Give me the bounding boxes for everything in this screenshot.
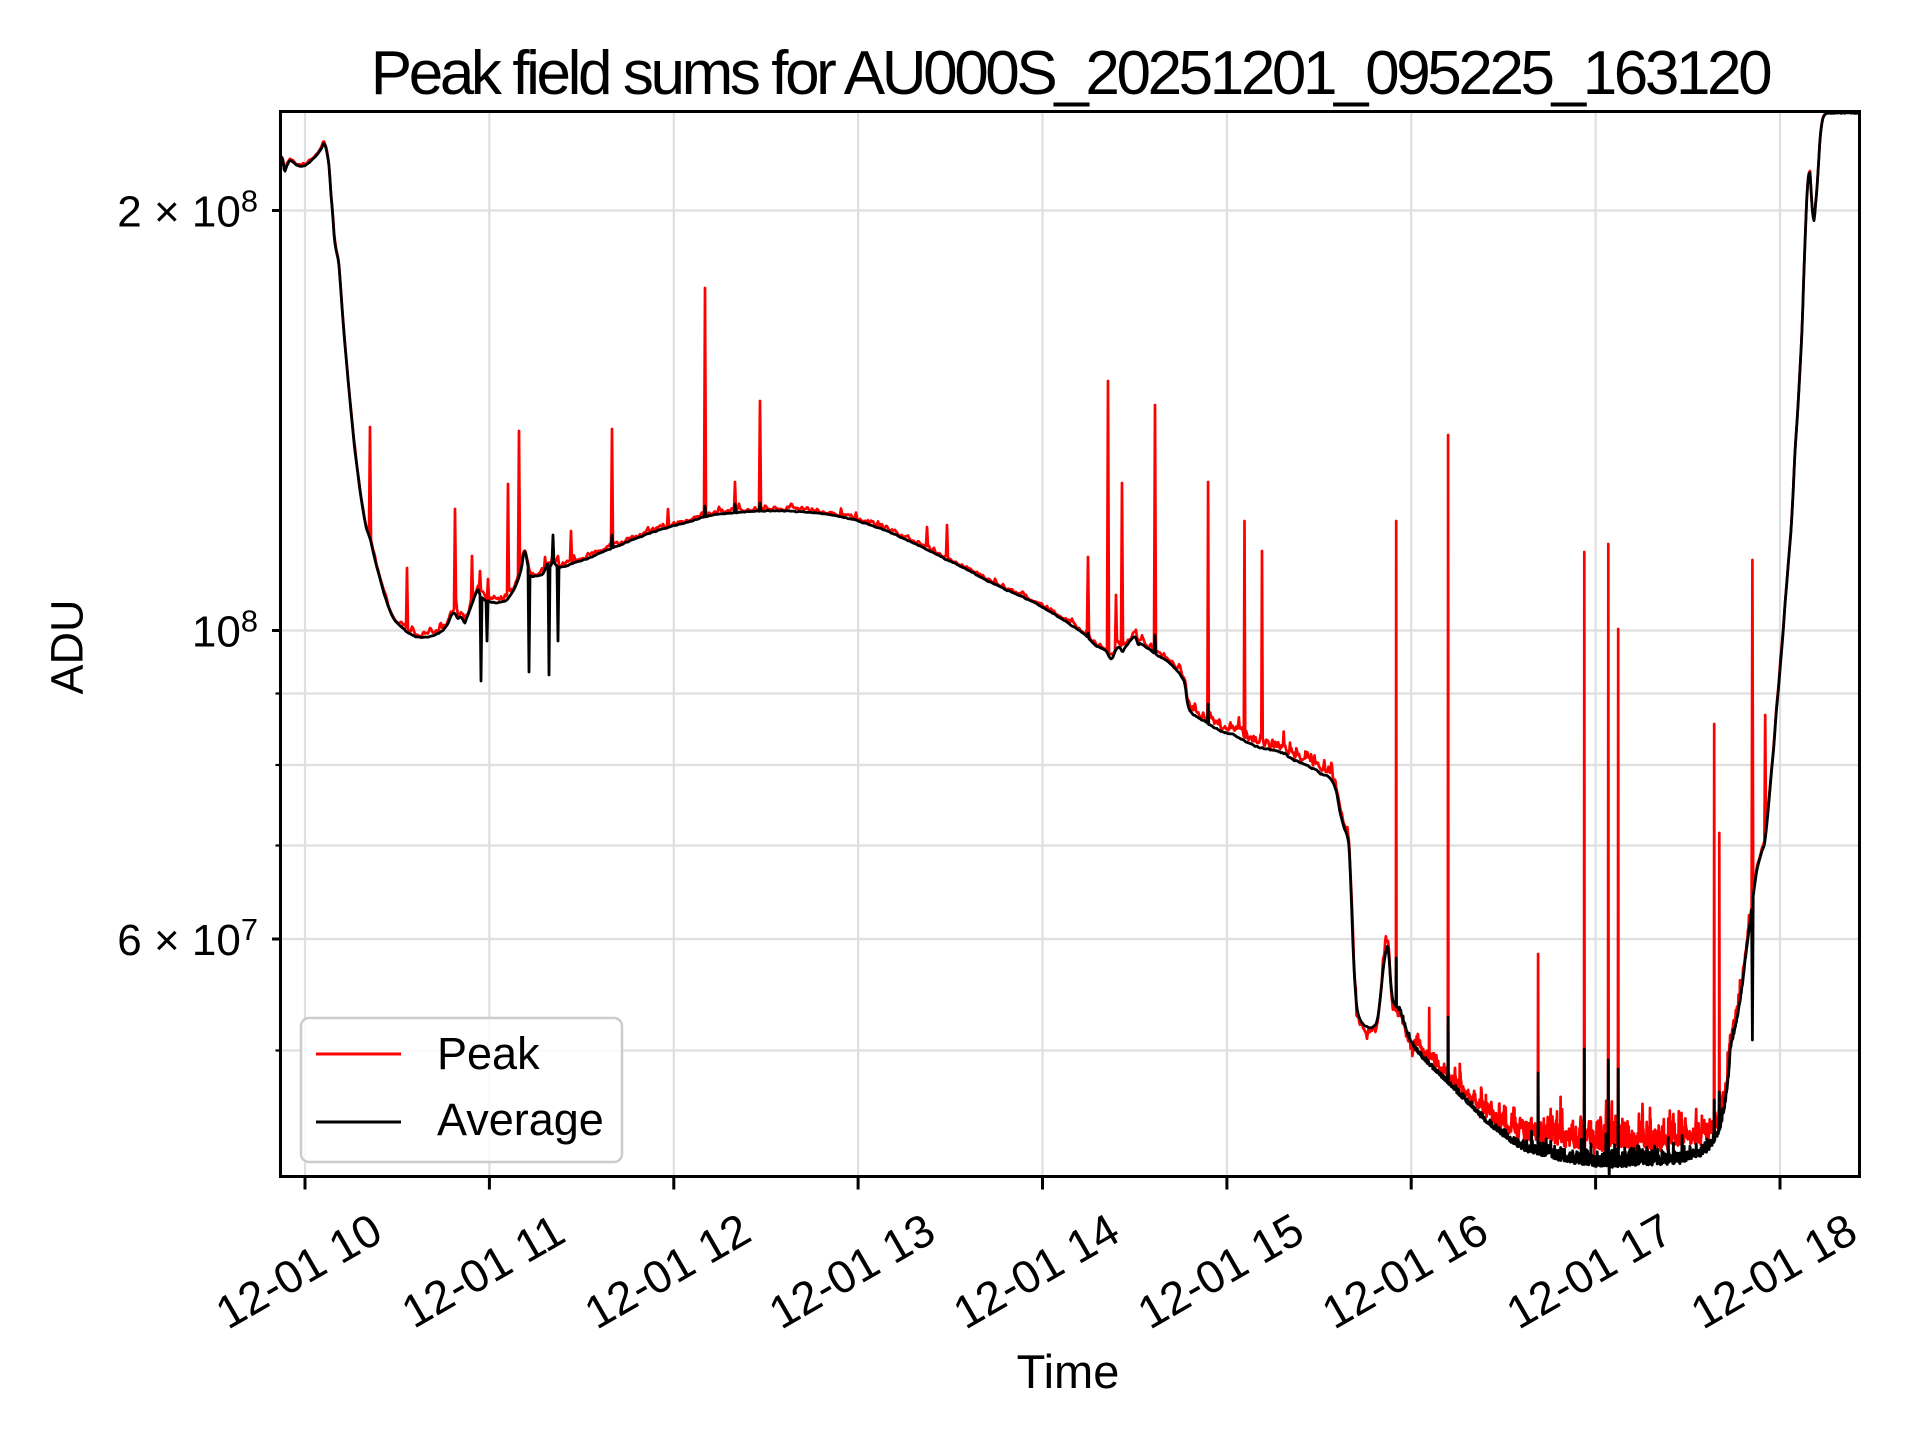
svg-text:Average: Average xyxy=(437,1094,604,1145)
svg-text:Peak: Peak xyxy=(437,1028,540,1079)
svg-text:6 × 107: 6 × 107 xyxy=(117,912,258,965)
svg-text:Time: Time xyxy=(1017,1345,1120,1398)
svg-text:2 × 108: 2 × 108 xyxy=(117,184,258,237)
svg-text:ADU: ADU xyxy=(42,599,93,694)
svg-text:Peak field sums for AU000S_202: Peak field sums for AU000S_20251201_0952… xyxy=(371,39,1771,108)
